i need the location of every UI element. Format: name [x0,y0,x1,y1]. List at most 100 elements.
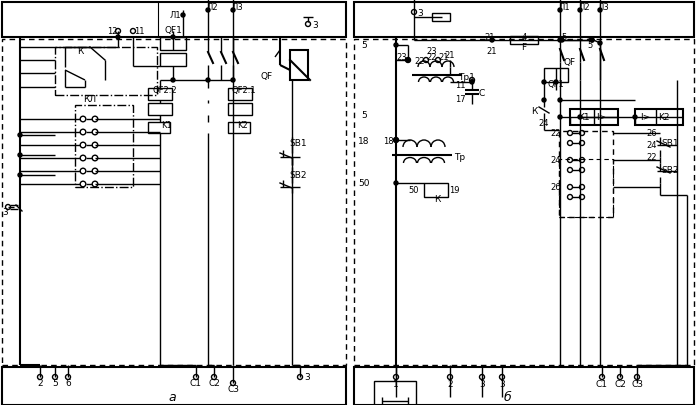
Text: 2: 2 [37,379,43,388]
Text: F: F [522,43,526,52]
Text: 3: 3 [304,373,310,382]
Text: QF: QF [261,71,273,80]
Circle shape [558,39,562,43]
Text: 12: 12 [106,28,118,36]
Text: 6: 6 [65,379,71,388]
Text: 24: 24 [539,119,550,128]
Text: 5: 5 [587,41,593,50]
Circle shape [558,116,562,120]
Text: 18: 18 [383,136,393,145]
Text: 24: 24 [551,156,561,165]
Circle shape [560,39,564,43]
Bar [354,367,694,405]
Circle shape [633,116,637,120]
Circle shape [598,9,602,13]
Circle shape [590,39,594,43]
Circle shape [406,59,410,63]
Circle shape [394,181,398,185]
Text: б: б [503,390,511,403]
Bar [2,40,346,365]
Text: Л2: Л2 [206,2,218,11]
Text: I>: I> [596,113,606,122]
Bar [432,14,450,22]
Circle shape [206,9,210,13]
Text: C3: C3 [631,379,643,388]
Text: 21: 21 [486,47,497,55]
Text: 26: 26 [647,129,657,138]
Text: C2: C2 [614,379,626,388]
Circle shape [394,139,398,143]
Text: 1: 1 [393,379,399,388]
Text: C1: C1 [190,379,202,388]
Bar [55,48,157,96]
Circle shape [18,174,22,177]
Bar [559,132,613,217]
Text: 21: 21 [484,34,496,43]
Bar [148,123,170,134]
Circle shape [470,81,474,85]
Bar [2,367,346,405]
Circle shape [171,79,175,83]
Bar [559,160,613,217]
Text: QF: QF [564,58,576,67]
Text: 5: 5 [361,41,367,50]
Bar [228,89,252,101]
Text: Л3: Л3 [231,2,243,11]
Text: 22: 22 [414,56,426,65]
Text: 3: 3 [417,9,423,17]
Circle shape [490,39,494,43]
Text: SB1: SB1 [662,139,679,148]
Text: 18: 18 [358,136,370,145]
Bar [160,54,186,67]
Text: 5: 5 [561,34,566,43]
Text: K1: K1 [578,113,590,122]
Circle shape [231,9,235,13]
Text: SB1: SB1 [289,139,307,148]
Bar [570,110,618,126]
Text: C3: C3 [227,385,239,394]
Text: К: К [531,106,537,115]
Text: QF2.1: QF2.1 [232,86,256,95]
Bar [290,51,308,81]
Text: К: К [77,47,83,55]
Bar [148,104,172,116]
Text: 50: 50 [358,179,370,188]
Text: Л1: Л1 [558,2,570,11]
Text: 3: 3 [312,20,318,30]
Text: 5: 5 [361,111,367,120]
Text: C: C [479,88,485,97]
Bar [148,89,172,101]
Text: 50: 50 [409,186,419,195]
Text: 24: 24 [647,141,657,150]
Text: Л3: Л3 [598,2,610,11]
Bar [2,3,346,38]
Circle shape [558,9,562,13]
Bar [374,381,416,405]
Circle shape [394,44,398,48]
Bar [544,69,568,83]
Text: 22: 22 [551,129,561,138]
Text: Л1: Л1 [169,11,181,20]
Text: SB2: SB2 [289,171,307,180]
Text: 22: 22 [647,153,657,162]
Text: K1: K1 [160,120,172,129]
Text: 21: 21 [439,52,449,61]
Bar [75,106,133,188]
Text: QF1: QF1 [547,80,564,89]
Text: 3: 3 [499,379,505,388]
Text: QF1: QF1 [164,26,182,35]
Bar [354,3,694,38]
Text: C2: C2 [208,379,220,388]
Text: 2: 2 [447,379,453,388]
Text: К: К [434,195,440,204]
Text: 19: 19 [449,186,459,195]
Text: SB2: SB2 [662,166,679,175]
Text: Тр: Тр [454,153,466,162]
Text: QF2.2: QF2.2 [153,86,177,95]
Bar [635,110,683,126]
Text: 11: 11 [134,28,144,36]
Text: 23: 23 [397,52,407,61]
Text: 3: 3 [2,208,8,217]
Text: 17: 17 [455,94,466,103]
Text: C1: C1 [596,379,608,388]
